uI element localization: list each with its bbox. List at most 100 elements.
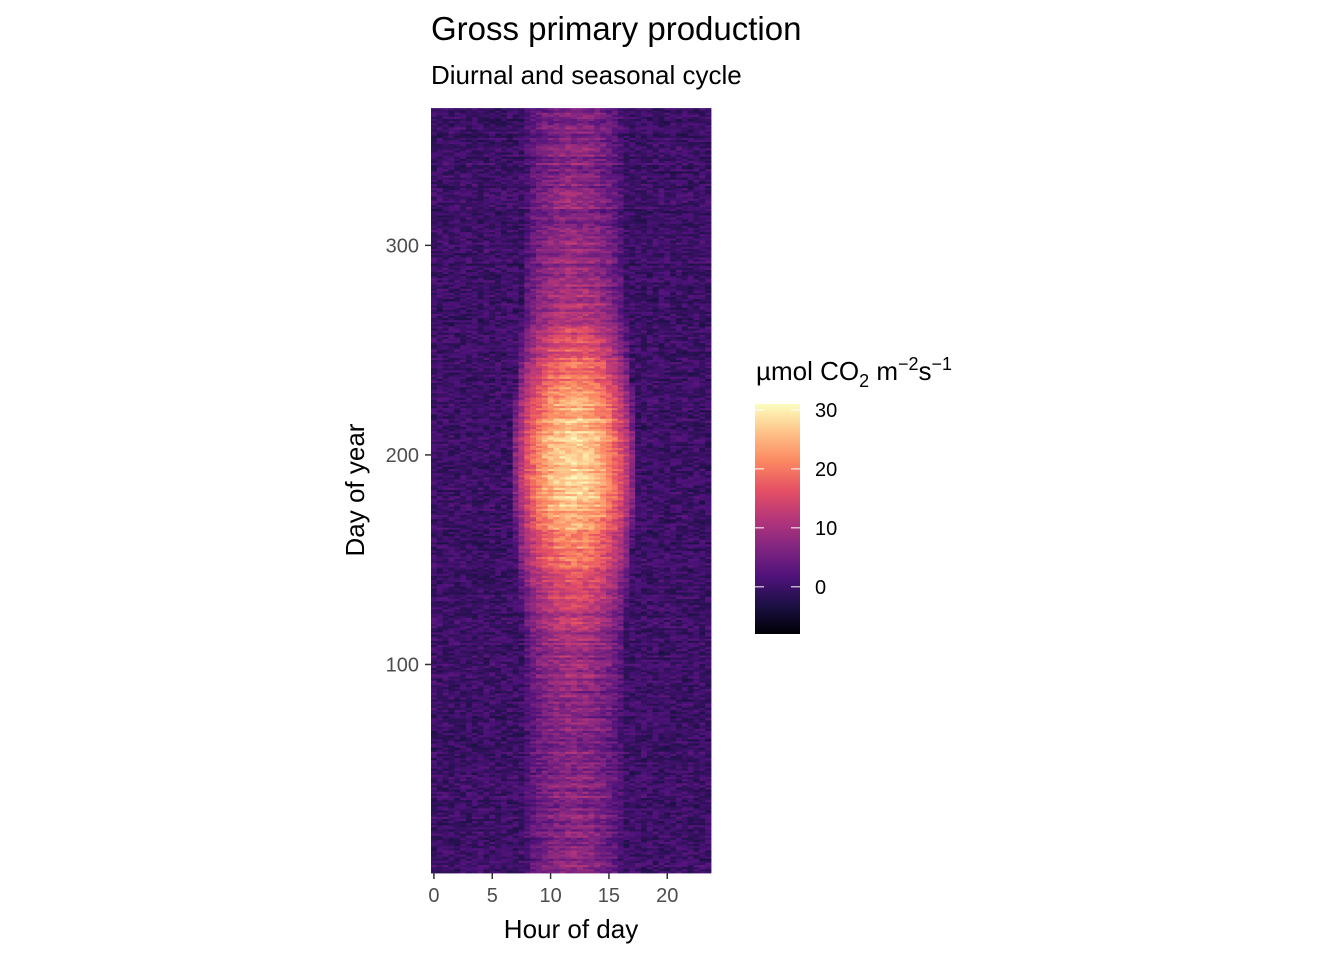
heatmap-cell — [664, 745, 671, 748]
heatmap-cell — [681, 805, 689, 809]
heatmap-cell — [518, 845, 525, 849]
heatmap-cell — [565, 812, 572, 815]
heatmap-cell — [611, 803, 619, 807]
heatmap-cell — [541, 801, 549, 805]
heatmap-cell — [454, 816, 461, 819]
heatmap-cell — [676, 868, 683, 872]
heatmap-cell — [483, 797, 490, 801]
heatmap-cell — [454, 778, 461, 782]
heatmap-cell — [611, 787, 619, 790]
heatmap-cell — [611, 791, 619, 794]
heatmap-cell — [541, 826, 549, 830]
heatmap-cell — [600, 852, 607, 855]
heatmap-cell — [635, 793, 642, 796]
heatmap-cell — [658, 854, 665, 857]
heatmap-cell — [693, 845, 700, 849]
heatmap-cell — [611, 818, 619, 822]
heatmap-cell — [501, 849, 508, 853]
heatmap-cell — [559, 833, 566, 836]
heatmap-cell — [431, 757, 438, 761]
heatmap-cell — [541, 797, 549, 801]
heatmap-cell — [530, 801, 537, 805]
heatmap-cell — [501, 789, 508, 792]
heatmap-cell — [518, 749, 525, 752]
heatmap-cell — [687, 768, 694, 771]
heatmap-cell — [571, 845, 578, 849]
heatmap-cell — [699, 837, 706, 840]
heatmap-cell — [512, 847, 519, 851]
heatmap-cell — [471, 789, 479, 792]
heatmap-cell — [623, 862, 630, 866]
heatmap-cell — [512, 814, 519, 817]
heatmap-cell — [676, 810, 683, 813]
heatmap-cell — [582, 812, 589, 815]
heatmap-cell — [600, 749, 607, 752]
heatmap-cell — [582, 845, 589, 849]
heatmap-cell — [431, 826, 438, 830]
heatmap-cell — [524, 847, 531, 851]
heatmap-cell — [600, 793, 607, 796]
heatmap-cell — [466, 787, 473, 790]
heatmap-cell — [582, 782, 589, 786]
heatmap-cell — [506, 818, 514, 822]
heatmap-cell — [495, 845, 502, 849]
heatmap-cell — [576, 766, 584, 769]
heatmap-cell — [664, 854, 671, 857]
heatmap-cell — [594, 814, 601, 817]
heatmap-cell — [664, 778, 671, 782]
heatmap-cell — [600, 839, 607, 842]
heatmap-cell — [541, 799, 549, 803]
heatmap-cell — [471, 801, 479, 805]
heatmap-cell — [705, 849, 712, 853]
heatmap-cell — [471, 849, 479, 853]
heatmap-cell — [641, 789, 648, 792]
heatmap-cell — [559, 843, 566, 847]
heatmap-cell — [687, 795, 694, 798]
heatmap-cell — [576, 805, 584, 809]
heatmap-cell — [524, 799, 531, 803]
heatmap-cell — [559, 749, 566, 752]
heatmap-cell — [658, 797, 665, 801]
heatmap-cell — [495, 810, 502, 813]
heatmap-cell — [588, 849, 595, 853]
heatmap-cell — [501, 812, 508, 815]
heatmap-cell — [641, 799, 648, 803]
heatmap-cell — [501, 854, 508, 857]
heatmap-cell — [541, 751, 549, 754]
heatmap-cell — [681, 845, 689, 849]
heatmap-cell — [652, 812, 659, 815]
heatmap-cell — [699, 755, 706, 759]
heatmap-cell — [582, 801, 589, 805]
heatmap-cell — [635, 764, 642, 767]
heatmap-cell — [687, 841, 694, 845]
heatmap-cell — [606, 776, 613, 780]
heatmap-cell — [489, 835, 496, 838]
heatmap-cell — [448, 868, 455, 872]
heatmap-cell — [658, 824, 665, 828]
heatmap-cell — [600, 772, 607, 775]
heatmap-cell — [693, 816, 700, 819]
heatmap-cell — [471, 764, 479, 767]
heatmap-cell — [693, 856, 700, 859]
heatmap-cell — [699, 816, 706, 819]
heatmap-cell — [536, 835, 543, 838]
heatmap-cell — [658, 831, 665, 834]
heatmap-cell — [448, 845, 455, 849]
heatmap-cell — [559, 791, 566, 794]
heatmap-cell — [699, 787, 706, 790]
heatmap-cell — [629, 812, 636, 815]
heatmap-cell — [652, 795, 659, 798]
heatmap-cell — [652, 801, 659, 805]
heatmap-cell — [442, 743, 449, 746]
heatmap-cell — [477, 833, 484, 836]
heatmap-cell — [641, 753, 648, 757]
heatmap-cell — [559, 766, 566, 769]
heatmap-cell — [489, 795, 496, 798]
heatmap-cell — [693, 745, 700, 748]
heatmap-cell — [687, 774, 694, 778]
heatmap-cell — [617, 835, 624, 838]
heatmap-cell — [553, 784, 560, 788]
heatmap-cell — [512, 780, 519, 784]
heatmap-cell — [512, 854, 519, 857]
heatmap-cell — [681, 751, 689, 754]
